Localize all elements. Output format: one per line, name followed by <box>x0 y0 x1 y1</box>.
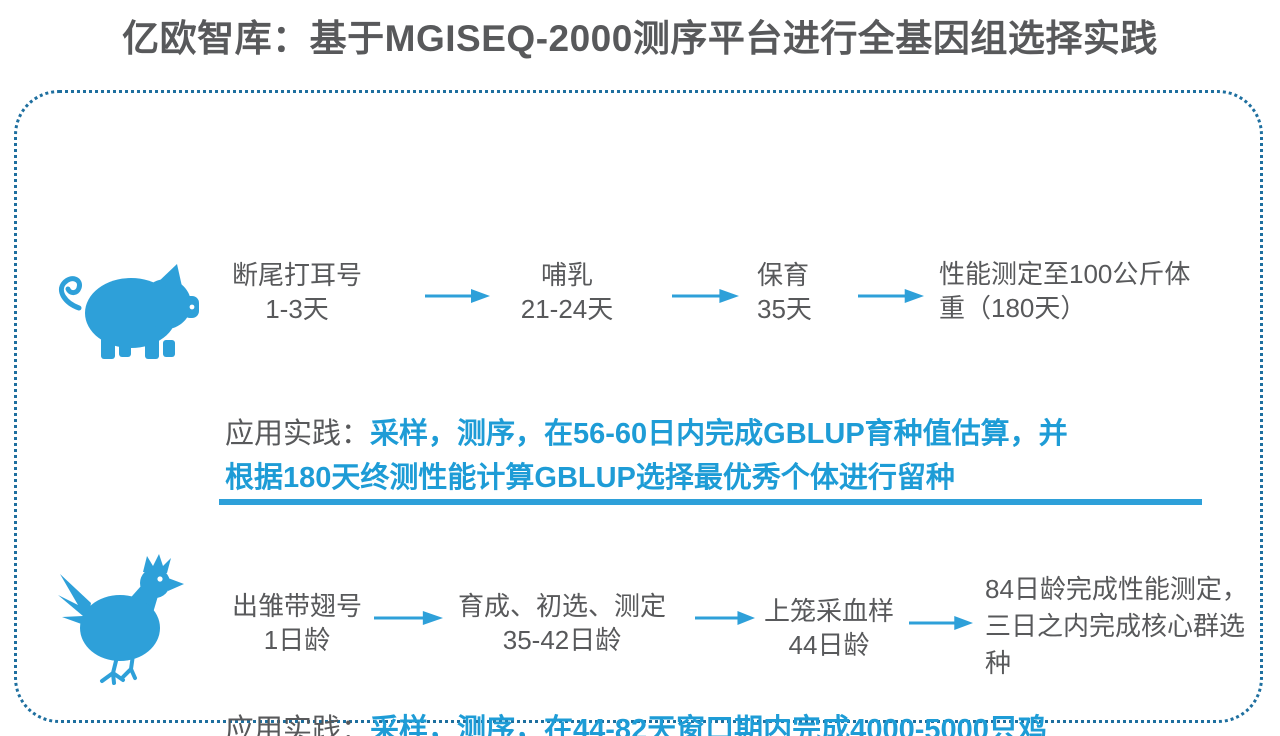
practice-line: 根据180天终测性能计算GBLUP选择最优秀个体进行留种 <box>225 456 1235 500</box>
step-line: 重（180天） <box>939 293 1087 323</box>
step-line: 性能测定至100公斤体 <box>939 259 1191 289</box>
dotted-border-panel: 断尾打耳号 1-3天 哺乳 21-24天 保育 35天 性能测定至100公斤体 … <box>14 90 1265 736</box>
arrow-right-icon <box>909 614 973 632</box>
step-name: 哺乳 <box>540 260 593 290</box>
arrow-right-icon <box>695 609 755 627</box>
step-line: 84日龄完成性能测定， <box>985 574 1248 604</box>
flow-step: 保育 35天 <box>757 258 867 326</box>
section-divider <box>219 499 1202 505</box>
flow-step: 上笼采血样 44日龄 <box>759 594 899 662</box>
step-name: 保育 <box>757 260 810 290</box>
step-duration: 35天 <box>757 294 812 324</box>
practice-line: 应用实践：采样，测序，在44-82天窗口期内完成4000-5000只鸡 <box>225 708 1235 736</box>
practice-paragraph: 应用实践：采样，测序，在44-82天窗口期内完成4000-5000只鸡 的GBL… <box>225 708 1235 736</box>
practice-line: 应用实践：采样，测序，在56-60日内完成GBLUP育种值估算，并 <box>225 412 1235 456</box>
step-line: 种 <box>985 648 1012 678</box>
flow-step: 84日龄完成性能测定， 三日之内完成核心群选 种 <box>985 571 1265 682</box>
arrow-right-icon <box>374 609 443 627</box>
step-duration: 1日龄 <box>263 625 331 655</box>
practice-text-line: 根据180天终测性能计算GBLUP选择最优秀个体进行留种 <box>225 462 955 494</box>
flow-step: 育成、初选、测定 35-42日龄 <box>447 589 677 657</box>
step-duration: 21-24天 <box>520 294 614 324</box>
step-name: 出雏带翅号 <box>231 591 362 621</box>
flow-step: 出雏带翅号 1日龄 <box>212 589 382 657</box>
step-name: 育成、初选、测定 <box>457 591 666 621</box>
step-name: 上笼采血样 <box>763 596 894 626</box>
chicken-icon <box>57 551 207 689</box>
step-duration: 1-3天 <box>265 294 329 324</box>
step-duration: 35-42日龄 <box>502 625 622 655</box>
flow-step: 性能测定至100公斤体 重（180天） <box>939 257 1207 325</box>
flow-step: 断尾打耳号 1-3天 <box>212 258 382 326</box>
practice-text-line: 采样，测序，在44-82天窗口期内完成4000-5000只鸡 <box>370 714 1047 736</box>
flow-step: 哺乳 21-24天 <box>502 258 632 326</box>
practice-text-line: 采样，测序，在56-60日内完成GBLUP育种值估算，并 <box>370 418 1068 450</box>
practice-label: 应用实践： <box>225 418 371 450</box>
pig-icon <box>53 251 205 361</box>
step-line: 三日之内完成核心群选 <box>985 611 1246 641</box>
practice-paragraph: 应用实践：采样，测序，在56-60日内完成GBLUP育种值估算，并 根据180天… <box>225 412 1235 500</box>
page-title: 亿欧智库：基于MGISEQ-2000测序平台进行全基因组选择实践 <box>122 18 1158 59</box>
practice-label: 应用实践： <box>225 714 371 736</box>
arrow-right-icon <box>858 287 924 305</box>
step-duration: 44日龄 <box>788 630 870 660</box>
arrow-right-icon <box>672 287 739 305</box>
step-name: 断尾打耳号 <box>231 260 362 290</box>
arrow-right-icon <box>425 287 490 305</box>
